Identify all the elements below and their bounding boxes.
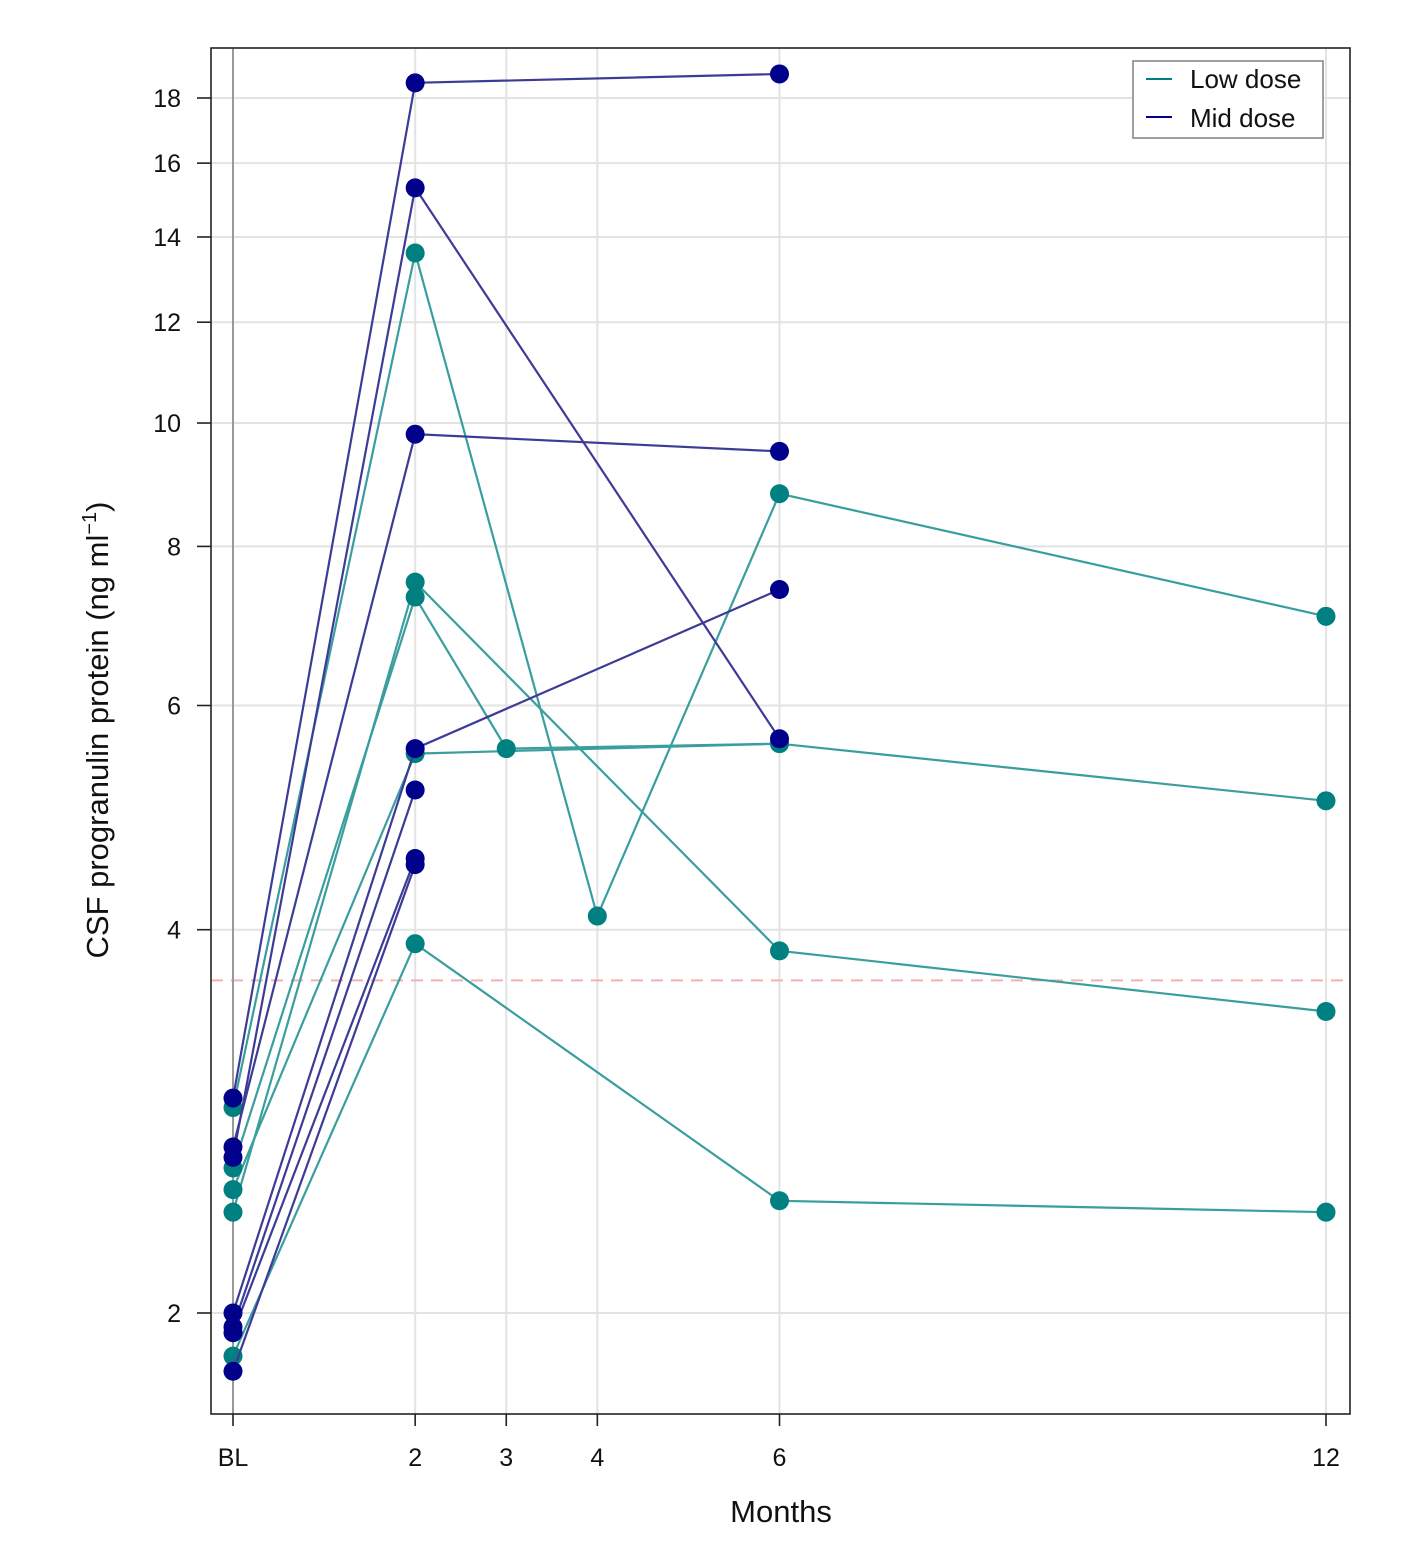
series-mid — [223, 64, 789, 1381]
data-point-mid — [223, 1323, 243, 1343]
legend: Low dose Mid dose — [1132, 60, 1324, 139]
legend-box — [1132, 60, 1324, 139]
y-tick-label: 4 — [167, 917, 181, 945]
x-tick-label: 2 — [408, 1444, 422, 1472]
y-axis-title: CSF progranulin protein (ng ml−1) — [79, 502, 115, 959]
series-line-low-3 — [231, 579, 1327, 1213]
y-tick-label: 18 — [153, 85, 181, 113]
y-tick-label: 6 — [167, 693, 181, 721]
data-point-mid — [405, 739, 425, 759]
x-tick-label: 12 — [1312, 1444, 1340, 1472]
y-tick-label: 10 — [153, 410, 181, 438]
data-point-low — [223, 1202, 243, 1222]
legend-label-low: Low dose — [1190, 64, 1301, 94]
data-point-mid — [770, 441, 789, 461]
y-axis: 2 4 6 8 10 12 14 16 18 — [153, 85, 211, 1328]
y-tick-label: 2 — [167, 1300, 181, 1328]
data-point-low — [770, 1191, 789, 1211]
y-axis-title-main: CSF progranulin protein (ng ml — [80, 535, 115, 959]
data-point-mid — [405, 73, 425, 93]
x-tick-label: BL — [218, 1444, 249, 1472]
data-point-mid — [223, 1361, 243, 1381]
x-tick-label: 6 — [773, 1444, 787, 1472]
data-point-low — [405, 243, 425, 263]
data-point-low — [1316, 1002, 1336, 1022]
data-point-low — [405, 572, 425, 592]
x-tick-label: 3 — [499, 1444, 513, 1472]
data-point-low — [1316, 606, 1336, 626]
data-point-low — [223, 1180, 243, 1200]
data-point-mid — [770, 729, 789, 749]
data-point-low — [405, 934, 425, 954]
y-tick-label: 12 — [153, 309, 181, 337]
legend-label-mid: Mid dose — [1190, 103, 1296, 133]
series-line-mid-6 — [231, 858, 417, 1334]
series-line-mid-7 — [231, 864, 417, 1372]
x-axis-title: Months — [730, 1494, 832, 1529]
data-point-low — [496, 739, 516, 759]
y-tick-label: 8 — [167, 533, 181, 561]
x-axis: BL 2 3 4 6 12 — [218, 1414, 1340, 1472]
data-point-mid — [770, 580, 789, 600]
data-point-mid — [770, 64, 789, 84]
data-point-mid — [223, 1303, 243, 1323]
y-tick-label: 16 — [153, 150, 181, 178]
y-axis-title-superscript: −1 — [79, 512, 101, 535]
y-axis-title-close: ) — [80, 502, 115, 512]
data-point-low — [587, 906, 607, 926]
plot-frame — [210, 47, 1351, 1415]
x-tick-label: 4 — [590, 1444, 604, 1472]
data-point-mid — [405, 178, 425, 198]
data-point-mid — [405, 855, 425, 875]
data-point-mid — [405, 424, 425, 444]
series-layer — [223, 64, 1336, 1381]
data-point-low — [770, 484, 789, 504]
data-point-mid — [223, 1088, 243, 1108]
series-line-mid-5 — [231, 789, 417, 1328]
data-point-low — [1316, 791, 1336, 811]
data-point-low — [405, 587, 425, 607]
data-point-mid — [223, 1137, 243, 1157]
y-tick-label: 14 — [153, 224, 181, 252]
series-line-low-1 — [231, 942, 1327, 1357]
data-point-low — [1316, 1202, 1336, 1222]
data-point-mid — [405, 780, 425, 800]
data-point-low — [770, 941, 789, 961]
